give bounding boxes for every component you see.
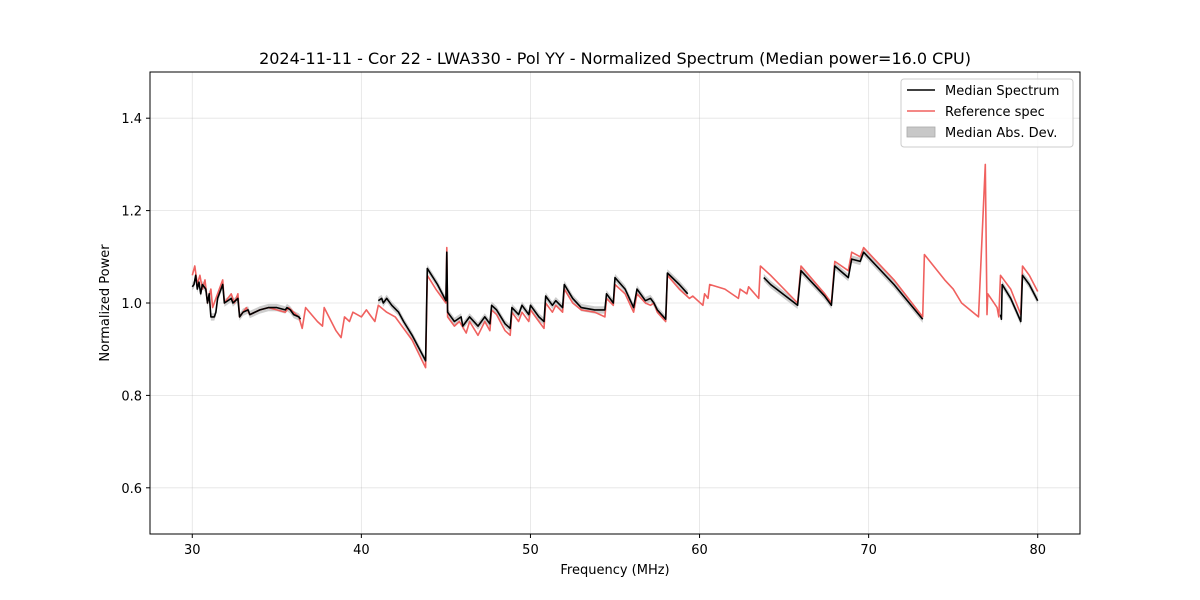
median-spectrum-line — [191, 274, 302, 320]
ticks-layer: 30 40 50 60 70 80 0.6 0.8 1.0 1.2 1.4 — [121, 112, 1046, 558]
legend-box — [900, 78, 1074, 148]
y-axis-label: Normalized Power — [98, 244, 113, 362]
legend: Median Spectrum Reference spec Median Ab… — [900, 78, 1074, 148]
grid-layer — [150, 72, 1080, 534]
chart-title: 2024-11-11 - Cor 22 - LWA330 - Pol YY - … — [259, 49, 971, 68]
y-tick-label: 1.0 — [121, 297, 142, 312]
legend-mad-label: Median Abs. Dev. — [945, 126, 1057, 141]
x-tick-label: 70 — [860, 543, 877, 558]
median-spectrum-line — [377, 251, 689, 362]
legend-mad-swatch — [906, 126, 936, 138]
mad-band — [192, 271, 301, 323]
legend-reference-label: Reference spec — [945, 105, 1045, 120]
median-spectrum-line — [999, 274, 1039, 323]
x-axis-label: Frequency (MHz) — [560, 563, 669, 578]
mad-band — [378, 248, 688, 365]
x-tick-label: 80 — [1029, 543, 1046, 558]
reference-spec-line — [191, 163, 1039, 369]
mad-band-layer — [192, 248, 1038, 365]
y-tick-label: 1.4 — [121, 112, 142, 127]
x-tick-label: 50 — [522, 543, 539, 558]
y-tick-label: 1.2 — [121, 205, 142, 220]
legend-median-label: Median Spectrum — [945, 84, 1059, 99]
median-spectrum-line — [763, 251, 924, 320]
y-tick-label: 0.6 — [121, 482, 142, 497]
y-tick-label: 0.8 — [121, 389, 142, 404]
x-tick-label: 40 — [353, 543, 370, 558]
x-tick-label: 60 — [691, 543, 708, 558]
series-layer — [191, 163, 1039, 369]
mad-band — [1000, 271, 1038, 326]
x-tick-label: 30 — [184, 543, 201, 558]
